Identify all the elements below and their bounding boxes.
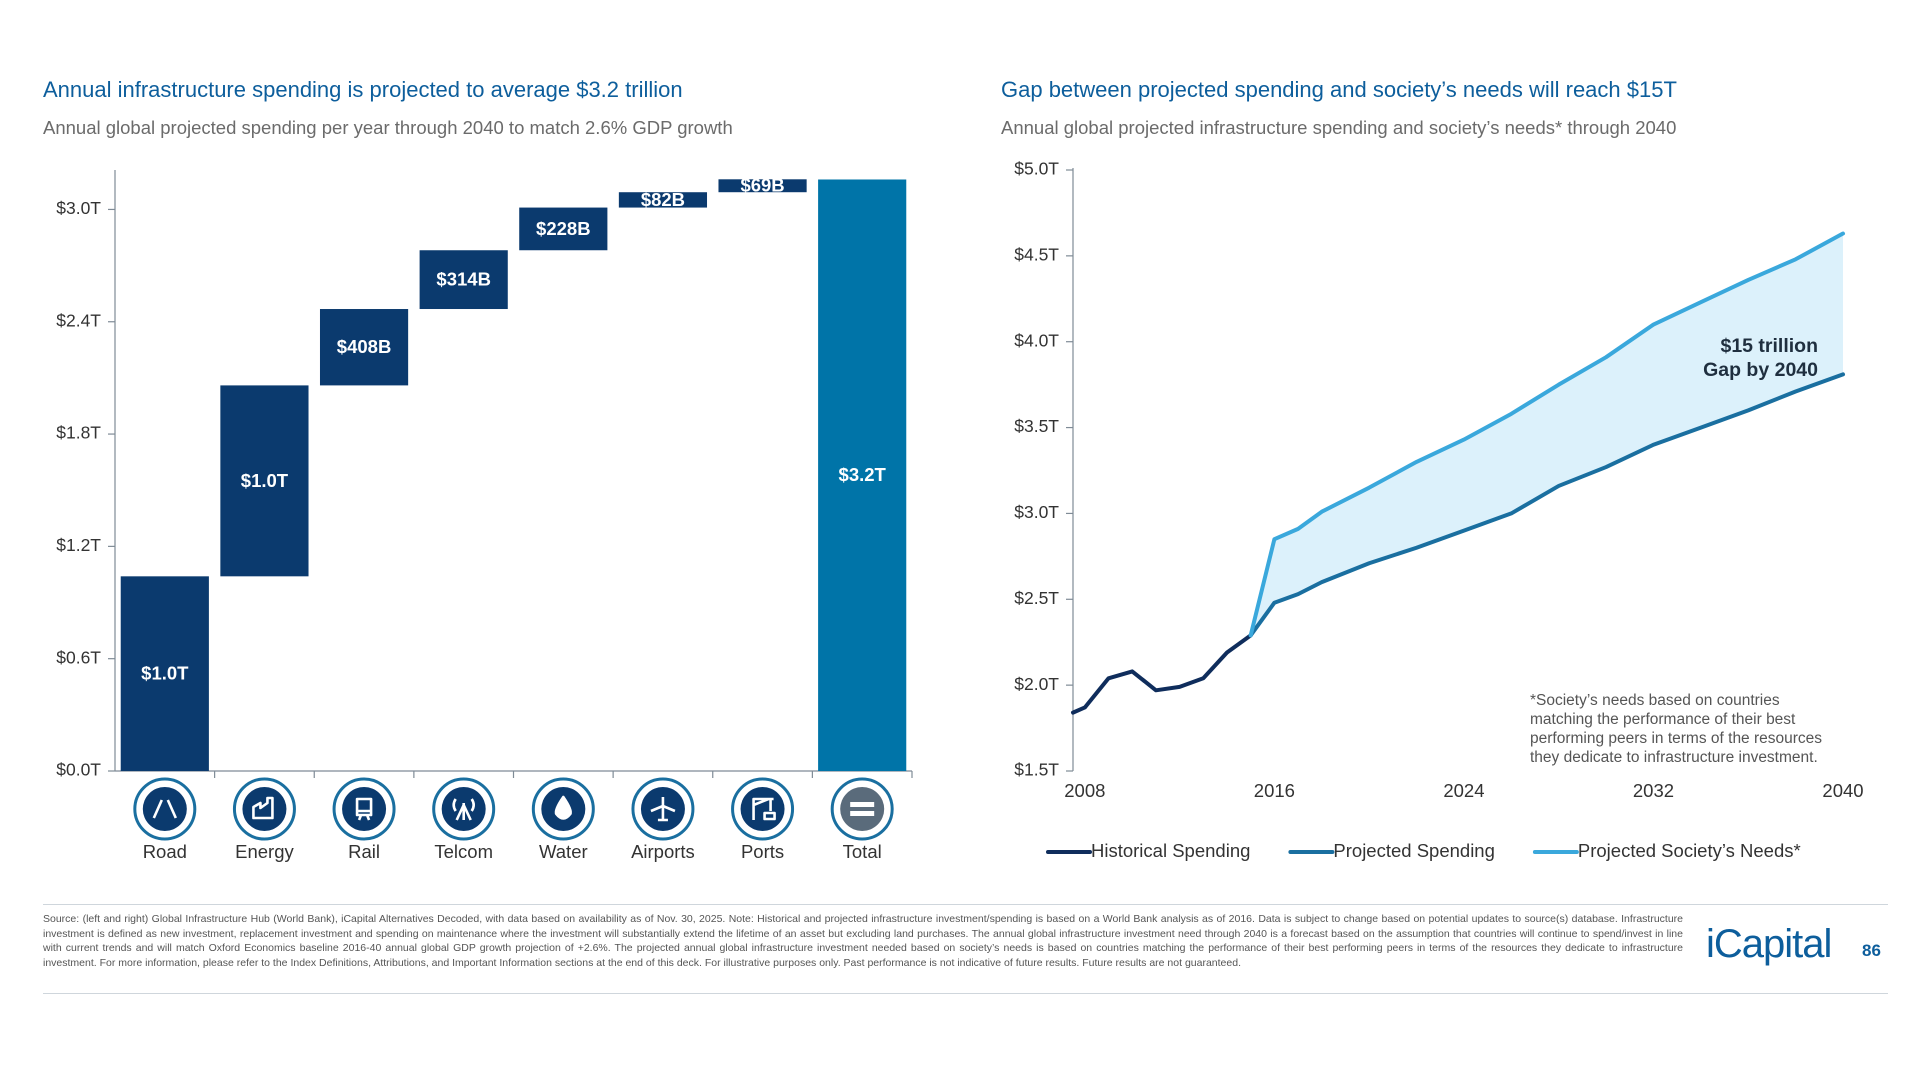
category-icon [342, 787, 387, 831]
annotation: $15 trillion [1720, 335, 1818, 357]
bar [818, 179, 907, 772]
y-tick-label: $1.5T [1014, 760, 1059, 780]
category-icon [840, 787, 885, 831]
chart-subtitle: Annual global projected spending per yea… [43, 117, 733, 138]
icon-glyph [650, 797, 676, 822]
bar [618, 192, 708, 208]
source-note: Source: (left and right) Global Infrastr… [43, 913, 1683, 969]
icon-glyph [554, 795, 572, 820]
data-label: $408B [337, 336, 392, 357]
line-series [1071, 633, 1253, 715]
line-series [1248, 231, 1845, 638]
legend-label: Projected Spending [1333, 840, 1494, 861]
y-tick-label: $2.4T [56, 310, 101, 330]
y-tick-label: $0.6T [56, 647, 101, 667]
gap-area [1250, 233, 1843, 636]
y-tick-label: $4.0T [1014, 330, 1059, 350]
icon-glyph [850, 811, 875, 816]
x-tick-label: Rail [348, 841, 380, 862]
data-label: $228B [536, 218, 591, 239]
data-label: $3.2T [839, 464, 887, 485]
x-tick-label: Airports [631, 841, 695, 862]
icon-glyph [252, 796, 274, 820]
category-icon [142, 787, 187, 831]
annotation: Gap by 2040 [1703, 359, 1818, 381]
y-tick-label: $2.0T [1014, 674, 1059, 694]
separator [43, 904, 1888, 905]
icon-glyph [850, 802, 875, 807]
footnote: matching the performance of their best [1530, 711, 1796, 728]
footnote: performing peers in terms of the resourc… [1530, 730, 1822, 747]
x-tick-label: Road [143, 841, 187, 862]
legend-label: Projected Society’s Needs* [1578, 840, 1801, 861]
legend-label: Historical Spending [1091, 840, 1250, 861]
y-tick-label: $0.0T [56, 760, 101, 780]
page-number: 86 [1862, 941, 1881, 960]
chart-title: Gap between projected spending and socie… [1001, 77, 1677, 102]
category-icon [740, 787, 785, 831]
logo: iCapital [1706, 922, 1832, 966]
data-label: $82B [641, 189, 685, 210]
data-label: $314B [436, 269, 491, 290]
icon-glyph [152, 799, 178, 819]
x-tick-label: Water [539, 841, 588, 862]
footnote: they dedicate to infrastructure investme… [1530, 749, 1818, 766]
x-tick-label: Ports [741, 841, 784, 862]
y-tick-label: $5.0T [1014, 159, 1059, 179]
line-series [1248, 372, 1845, 638]
icon-glyph [355, 797, 373, 821]
x-tick-label: 2032 [1633, 780, 1674, 801]
bar [220, 385, 309, 577]
y-tick-label: $4.5T [1014, 244, 1059, 264]
x-tick-label: 2024 [1443, 780, 1484, 801]
x-tick-label: Total [843, 841, 882, 862]
bar [319, 309, 409, 386]
y-tick-label: $1.8T [56, 423, 101, 443]
category-icon [242, 787, 287, 831]
y-tick-label: $2.5T [1014, 588, 1059, 608]
bar [718, 179, 807, 193]
bar [519, 207, 608, 251]
x-tick-label: 2008 [1064, 780, 1105, 801]
chart-title: Annual infrastructure spending is projec… [43, 77, 683, 102]
x-tick-label: 2016 [1254, 780, 1295, 801]
data-label: $1.0T [141, 663, 189, 684]
icon-glyph [752, 797, 776, 821]
x-tick-label: Energy [235, 841, 294, 862]
bar [120, 576, 209, 771]
x-tick-label: 2040 [1822, 780, 1863, 801]
separator [43, 993, 1888, 994]
y-tick-label: $1.2T [56, 535, 101, 555]
y-tick-label: $3.0T [1014, 502, 1059, 522]
y-tick-label: $3.0T [56, 198, 101, 218]
data-label: $1.0T [241, 470, 289, 491]
icon-glyph [452, 798, 475, 821]
x-tick-label: Telcom [434, 841, 493, 862]
footnote: *Society’s needs based on countries [1530, 692, 1780, 709]
y-tick-label: $3.5T [1014, 416, 1059, 436]
bar [419, 250, 508, 310]
chart-subtitle: Annual global projected infrastructure s… [1001, 117, 1676, 138]
data-label: $69B [740, 175, 784, 196]
